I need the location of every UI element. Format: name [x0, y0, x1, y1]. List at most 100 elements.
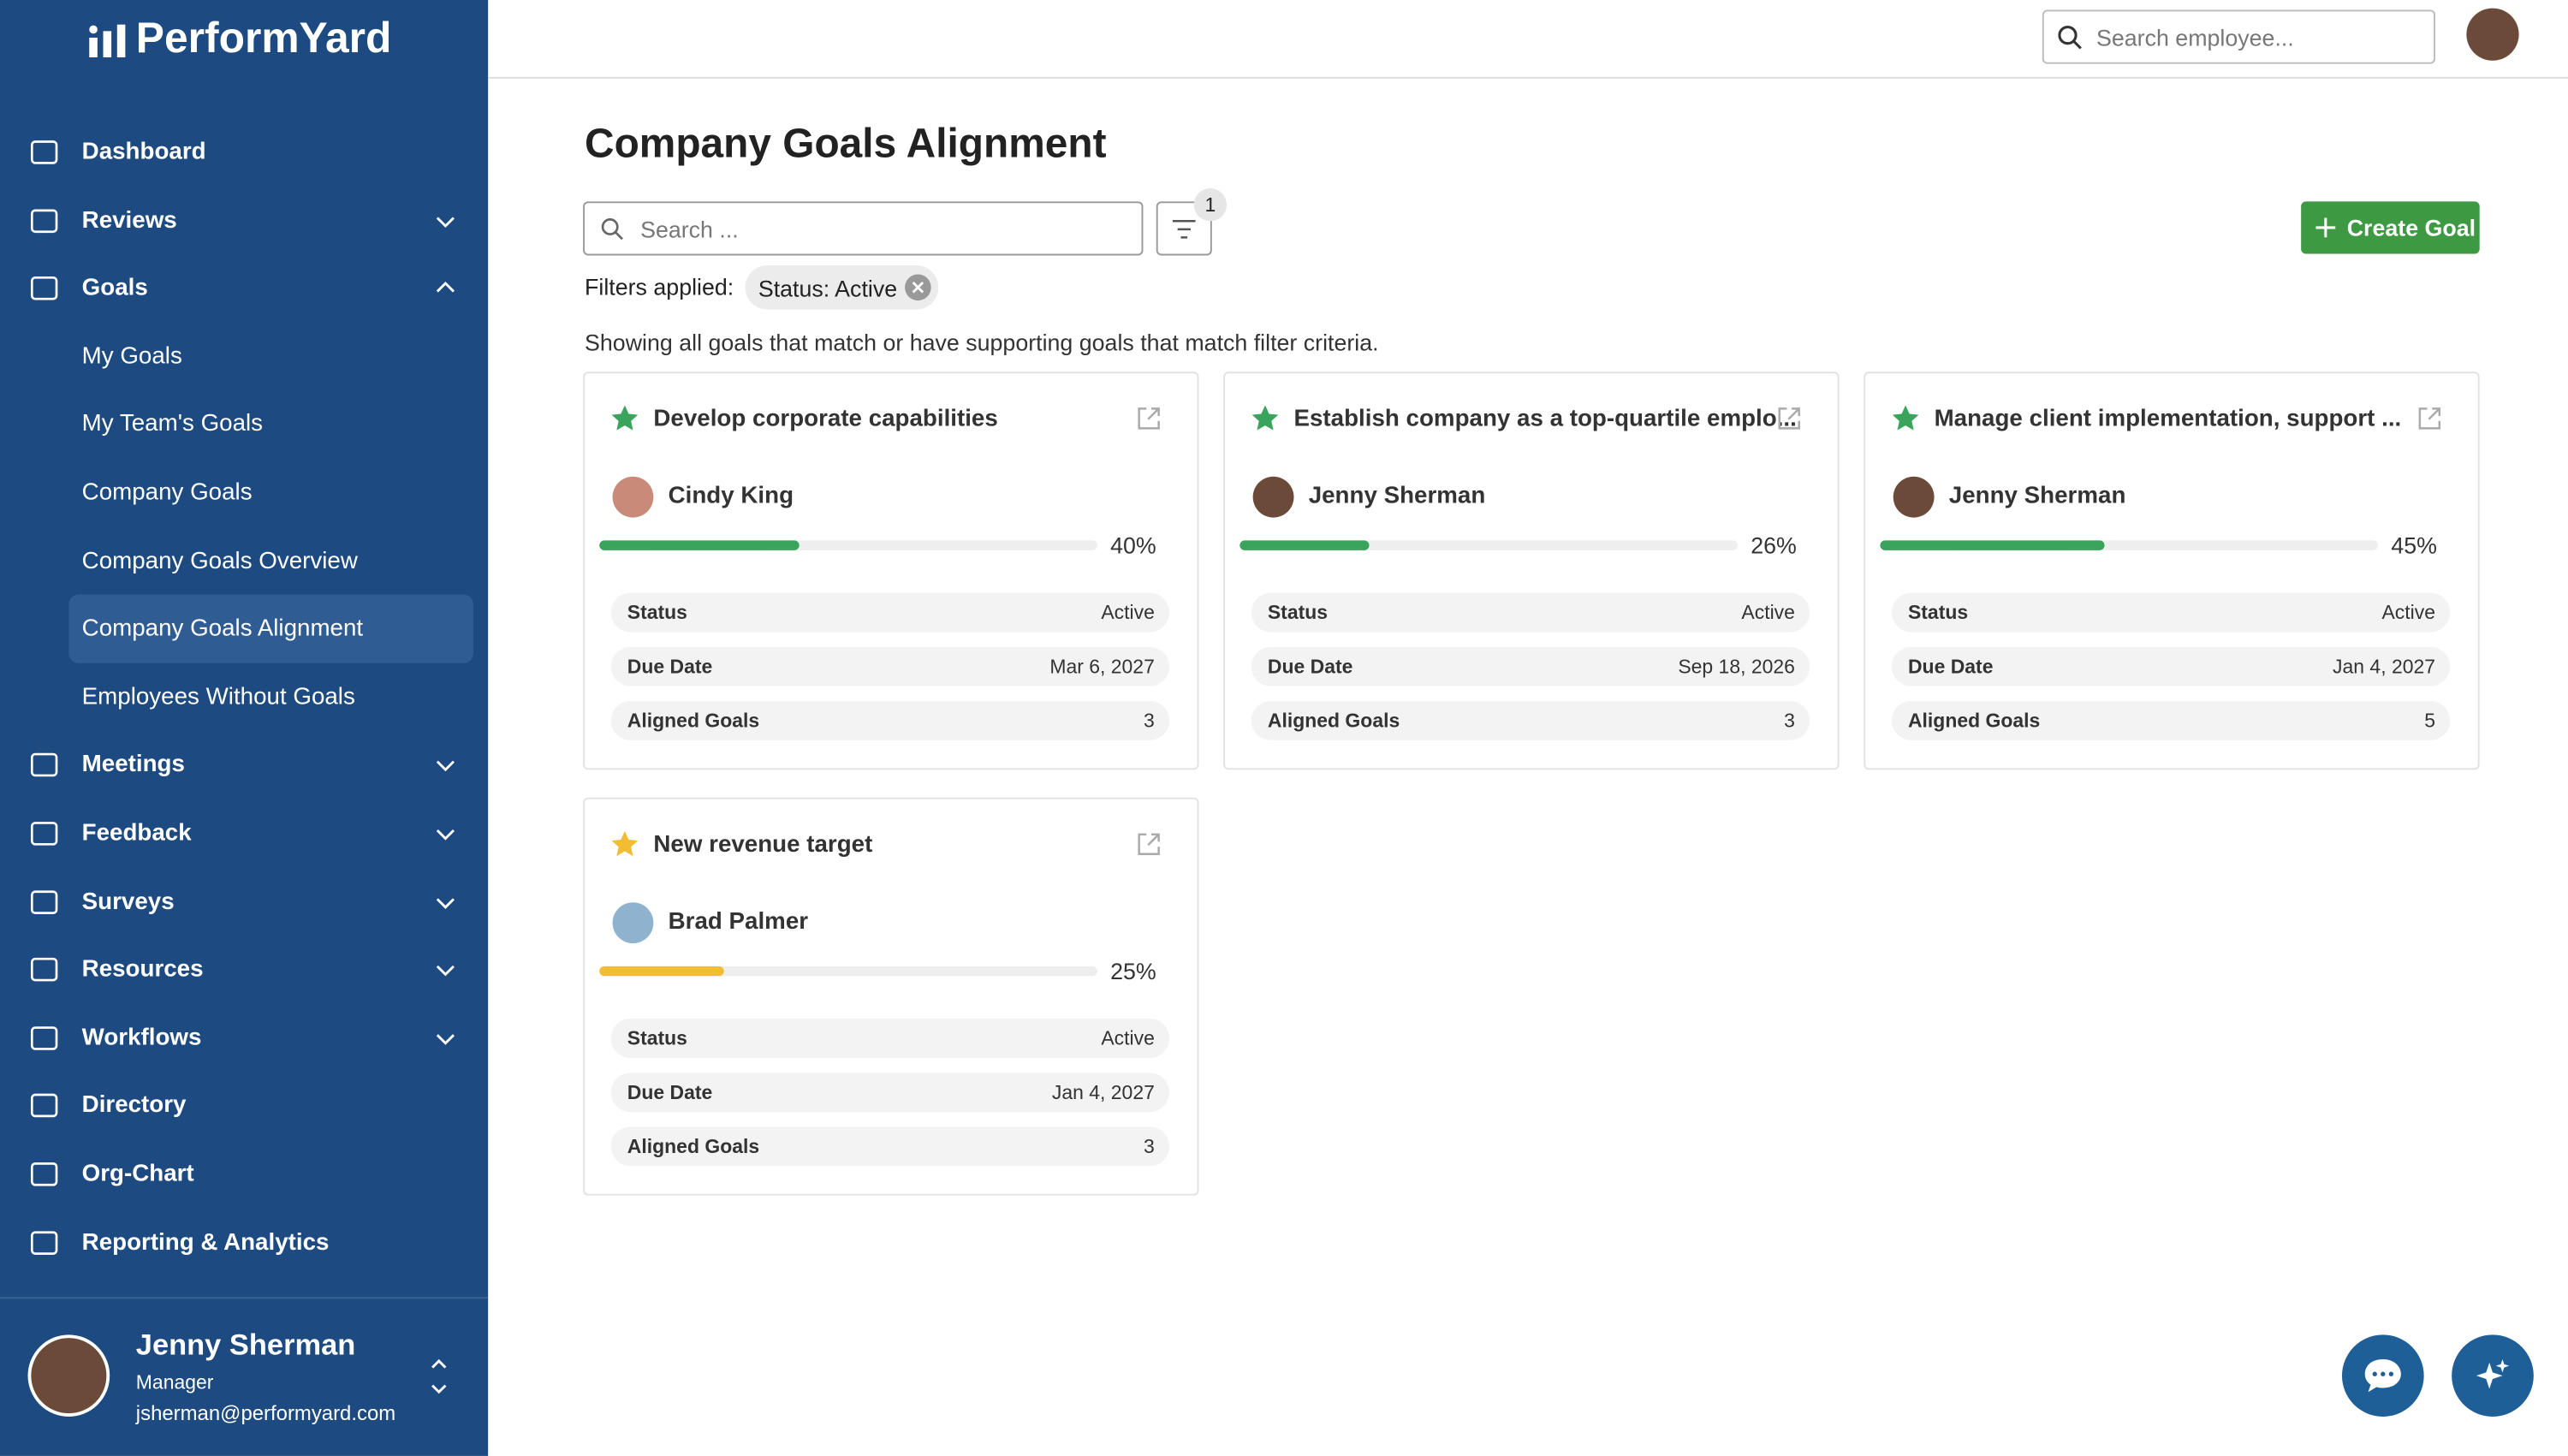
nav-icon: [30, 889, 58, 914]
owner-name: Jenny Sherman: [1308, 483, 1486, 510]
owner-name: Cindy King: [668, 483, 794, 510]
owner-avatar: [1252, 476, 1294, 518]
chevron-path: [436, 1033, 455, 1045]
nav-item[interactable]: Meetings: [13, 731, 475, 799]
nav-label: My Team's Goals: [81, 411, 264, 438]
detail-label: Status: [627, 1026, 687, 1050]
open-link-shape: [1138, 407, 1160, 430]
progress-label: 26%: [1751, 532, 1797, 559]
progress-label: 45%: [2391, 532, 2437, 559]
nav-item[interactable]: My Team's Goals: [68, 390, 473, 459]
nav-item[interactable]: Reviews: [13, 186, 475, 254]
filter-button[interactable]: [1156, 201, 1212, 256]
detail-row: Status Active: [1891, 592, 2451, 633]
header-avatar[interactable]: [2466, 8, 2519, 61]
chevron-path: [436, 829, 455, 841]
progress-fill: [599, 540, 799, 550]
nav-item[interactable]: Company Goals Alignment: [68, 594, 473, 664]
goal-title: Manage client implementation, support ..…: [1934, 406, 2402, 433]
user-menu-toggle[interactable]: [429, 1352, 449, 1401]
ai-button[interactable]: [2452, 1334, 2534, 1417]
progress-track: [1239, 540, 1738, 550]
progress-label: 25%: [1110, 958, 1156, 984]
progress-label: 40%: [1110, 532, 1156, 559]
user-avatar[interactable]: [27, 1334, 110, 1417]
nav-label: Company Goals Alignment: [81, 615, 364, 643]
open-link[interactable]: [2417, 406, 2442, 431]
progress-track: [1880, 540, 2379, 550]
nav-label: Surveys: [81, 888, 175, 915]
goal-title: Develop corporate capabilities: [653, 406, 998, 433]
nav-chevron: [436, 897, 455, 909]
goal-search[interactable]: Search ...: [583, 201, 1144, 256]
nav-label: Company Goals: [81, 479, 253, 507]
star-icon: [1251, 405, 1279, 431]
nav-chevron: [436, 216, 455, 228]
progress-fill: [599, 966, 724, 977]
detail-value: 3: [1144, 1134, 1155, 1158]
nav-icon-shape: [30, 1094, 58, 1118]
nav-item[interactable]: Feedback: [13, 799, 475, 868]
chat-button[interactable]: [2341, 1334, 2424, 1417]
detail-value: Active: [1101, 601, 1155, 624]
filter-chip-remove[interactable]: [904, 274, 932, 302]
create-goal-label: Create Goal: [2346, 214, 2476, 241]
detail-row: Due Date Sep 18, 2026: [1251, 646, 1810, 686]
detail-row: Aligned Goals 3: [610, 700, 1170, 740]
goal-title: New revenue target: [653, 831, 873, 859]
open-link[interactable]: [1777, 406, 1802, 431]
detail-label: Due Date: [627, 1080, 713, 1104]
nav-icon: [30, 1025, 58, 1050]
nav-icon: [30, 140, 58, 164]
chevron-path: [436, 897, 455, 909]
nav-label: Company Goals Overview: [81, 548, 358, 574]
nav-chevron: [436, 282, 455, 293]
nav-item[interactable]: Goals: [13, 254, 475, 323]
nav-item[interactable]: Company Goals Overview: [68, 526, 473, 595]
open-link-shape: [2418, 407, 2441, 430]
progress-fill: [1239, 540, 1370, 550]
open-link-shape: [1778, 407, 1800, 430]
owner-avatar: [1893, 476, 1935, 518]
divider: [0, 1297, 489, 1299]
nav-label: Workflows: [81, 1025, 202, 1051]
chevron-path: [436, 216, 455, 228]
star-shape: [611, 830, 639, 857]
sparkle-icon: [2476, 1359, 2510, 1389]
nav-chevron: [436, 966, 455, 977]
nav-icon: [30, 753, 58, 778]
nav-label: Meetings: [81, 752, 185, 779]
nav-item[interactable]: Org-Chart: [13, 1140, 475, 1209]
owner-name: Brad Palmer: [668, 908, 809, 936]
create-goal-button[interactable]: Create Goal: [2301, 201, 2480, 254]
star-icon: [611, 405, 639, 431]
detail-label: Aligned Goals: [627, 1134, 760, 1158]
nav-item[interactable]: Resources: [13, 936, 475, 1004]
detail-row: Status Active: [610, 592, 1170, 633]
star-shape: [1892, 405, 1919, 431]
nav-item[interactable]: Dashboard: [13, 118, 475, 187]
open-link[interactable]: [1137, 832, 1162, 857]
nav-icon-shape: [30, 1162, 58, 1186]
nav-label: Reporting & Analytics: [81, 1229, 330, 1256]
user-email: jsherman@performyard.com: [135, 1401, 396, 1425]
detail-label: Status: [1267, 601, 1329, 624]
nav-icon-shape: [30, 140, 58, 164]
nav-icon-shape: [30, 753, 58, 778]
nav-item[interactable]: Surveys: [13, 867, 475, 936]
nav-item[interactable]: My Goals: [68, 323, 473, 391]
nav-item[interactable]: Workflows: [13, 1003, 475, 1072]
progress-track: [599, 966, 1097, 977]
nav-chevron: [436, 829, 455, 841]
open-link[interactable]: [1137, 406, 1162, 431]
nav-item[interactable]: Reporting & Analytics: [13, 1208, 475, 1276]
detail-value: Jan 4, 2027: [2333, 655, 2436, 679]
employee-search[interactable]: Search employee...: [2042, 9, 2436, 64]
nav-icon: [30, 958, 58, 982]
filters-label: Filters applied:: [585, 273, 734, 300]
nav-item[interactable]: Employees Without Goals: [68, 663, 473, 731]
nav-item[interactable]: Directory: [13, 1072, 475, 1140]
nav-item[interactable]: Company Goals: [68, 459, 473, 527]
nav-icon: [30, 822, 58, 846]
detail-row: Due Date Jan 4, 2027: [610, 1073, 1170, 1113]
